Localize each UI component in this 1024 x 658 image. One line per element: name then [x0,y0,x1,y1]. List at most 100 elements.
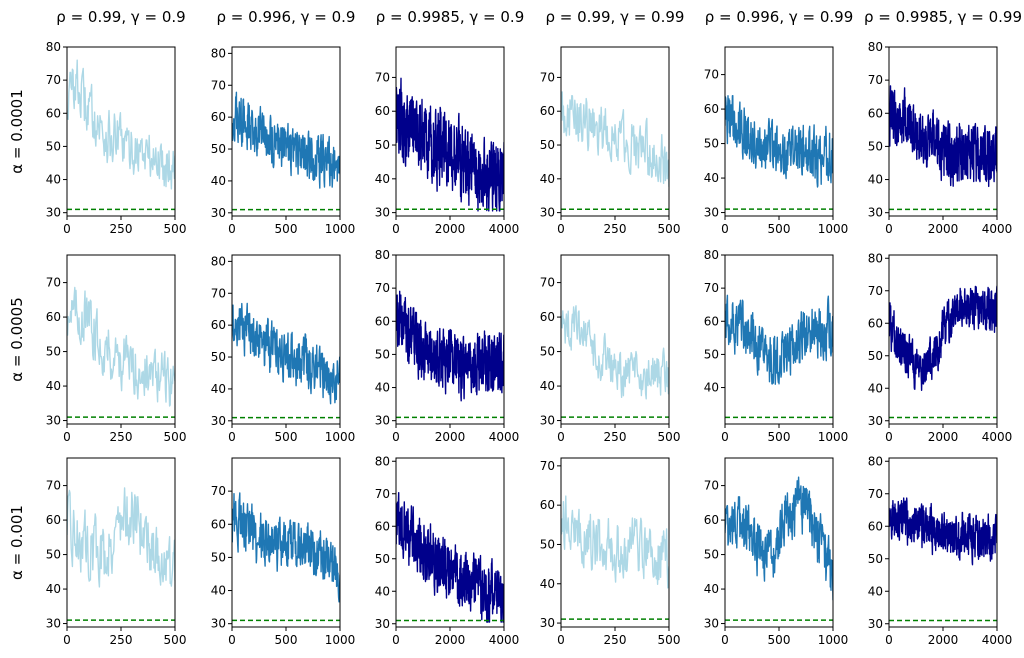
x-tick-label: 4000 [489,222,520,236]
y-tick-label: 60 [704,102,719,116]
series-line [725,476,833,601]
subplot: 30 40 50 60 70 80 0 2000 4000 [868,40,1013,236]
y-tick-label: 30 [375,414,390,428]
series-line [67,487,175,588]
x-tick-label: 1000 [818,222,849,236]
y-tick-label: 40 [46,582,61,596]
x-tick-label: 1000 [325,222,356,236]
subplot: 30 40 50 60 70 0 250 500 [46,457,186,647]
y-tick-label: 80 [868,454,883,468]
subplot: 30 40 50 60 70 80 0 2000 4000 [868,251,1013,444]
y-tick-label: 70 [704,281,719,295]
column-title: ρ = 0.99, γ = 0.9 [56,8,185,26]
x-tick-label: 1000 [325,430,356,444]
x-tick-label: 2000 [928,222,959,236]
y-tick-label: 70 [704,68,719,82]
column-title: ρ = 0.99, γ = 0.99 [546,8,685,26]
y-tick-label: 80 [211,46,226,60]
x-tick-label: 0 [721,222,729,236]
y-tick-label: 30 [868,206,883,220]
series-line [67,59,175,190]
x-tick-label: 4000 [489,430,520,444]
y-tick-label: 40 [704,171,719,185]
x-tick-label: 0 [392,633,400,647]
series-line [396,290,504,402]
y-tick-label: 50 [540,138,555,152]
subplot: 30 40 50 60 70 80 0 2000 4000 [868,454,1013,647]
y-tick-label: 30 [375,617,390,631]
y-tick-label: 40 [375,381,390,395]
column-title: ρ = 0.9985, γ = 0.99 [864,8,1022,26]
x-tick-label: 0 [228,633,236,647]
y-tick-label: 70 [375,281,390,295]
y-tick-label: 80 [211,254,226,268]
y-tick-label: 40 [46,379,61,393]
y-tick-label: 60 [375,519,390,533]
y-tick-label: 30 [540,414,555,428]
x-tick-label: 0 [228,222,236,236]
x-tick-label: 2000 [435,633,466,647]
subplot: 30 40 50 60 70 80 0 2000 4000 [375,454,520,647]
y-tick-label: 40 [868,584,883,598]
series-line [67,286,175,407]
y-tick-label: 50 [375,138,390,152]
y-tick-label: 40 [46,173,61,187]
y-tick-label: 50 [868,552,883,566]
series-line [561,305,669,400]
x-tick-label: 4000 [982,633,1013,647]
x-tick-label: 0 [392,222,400,236]
subplot: 30 40 50 60 70 0 2000 4000 [375,46,520,236]
x-tick-label: 0 [557,222,565,236]
x-tick-label: 4000 [982,430,1013,444]
column-title: ρ = 0.9985, γ = 0.9 [376,8,524,26]
column-title: ρ = 0.996, γ = 0.9 [217,8,356,26]
x-tick-label: 0 [885,430,893,444]
subplot: 30 40 50 60 70 0 250 500 [46,254,187,444]
y-tick-label: 50 [211,550,226,564]
y-tick-label: 50 [704,347,719,361]
subplot: 30 40 50 60 70 0 500 1000 [211,457,356,647]
y-tick-label: 80 [375,248,390,262]
x-tick-label: 0 [557,430,565,444]
x-tick-label: 0 [63,222,71,236]
y-tick-label: 30 [868,617,883,631]
series-line [561,91,669,187]
subplot: 30 40 50 60 70 0 250 500 [540,457,680,647]
y-tick-label: 60 [46,106,61,120]
x-tick-label: 0 [721,430,729,444]
y-tick-label: 80 [868,251,883,265]
series-line [889,285,997,391]
y-tick-label: 30 [704,617,719,631]
x-tick-label: 4000 [489,633,520,647]
y-tick-label: 40 [375,172,390,186]
x-tick-label: 1000 [818,430,849,444]
series-line [232,302,340,405]
x-tick-label: 500 [275,633,298,647]
y-tick-label: 70 [868,73,883,87]
y-tick-label: 30 [375,206,390,220]
row-label: α = 0.001 [8,505,26,580]
y-tick-label: 80 [46,40,61,54]
x-tick-label: 1000 [325,633,356,647]
series-line [889,497,997,566]
y-tick-label: 60 [46,513,61,527]
y-tick-label: 70 [868,284,883,298]
y-tick-label: 40 [211,584,226,598]
y-tick-label: 70 [211,78,226,92]
y-tick-label: 70 [375,487,390,501]
y-tick-label: 60 [375,314,390,328]
x-tick-label: 0 [557,633,565,647]
series-line [232,492,340,603]
y-tick-label: 30 [46,206,61,220]
y-tick-label: 60 [540,310,555,324]
x-tick-label: 500 [164,430,187,444]
y-tick-label: 70 [46,276,61,290]
x-tick-label: 1000 [818,633,849,647]
y-tick-label: 40 [540,172,555,186]
y-tick-label: 50 [375,552,390,566]
y-tick-label: 30 [46,617,61,631]
series-line [725,294,833,385]
x-tick-label: 250 [110,222,133,236]
y-tick-label: 40 [375,584,390,598]
